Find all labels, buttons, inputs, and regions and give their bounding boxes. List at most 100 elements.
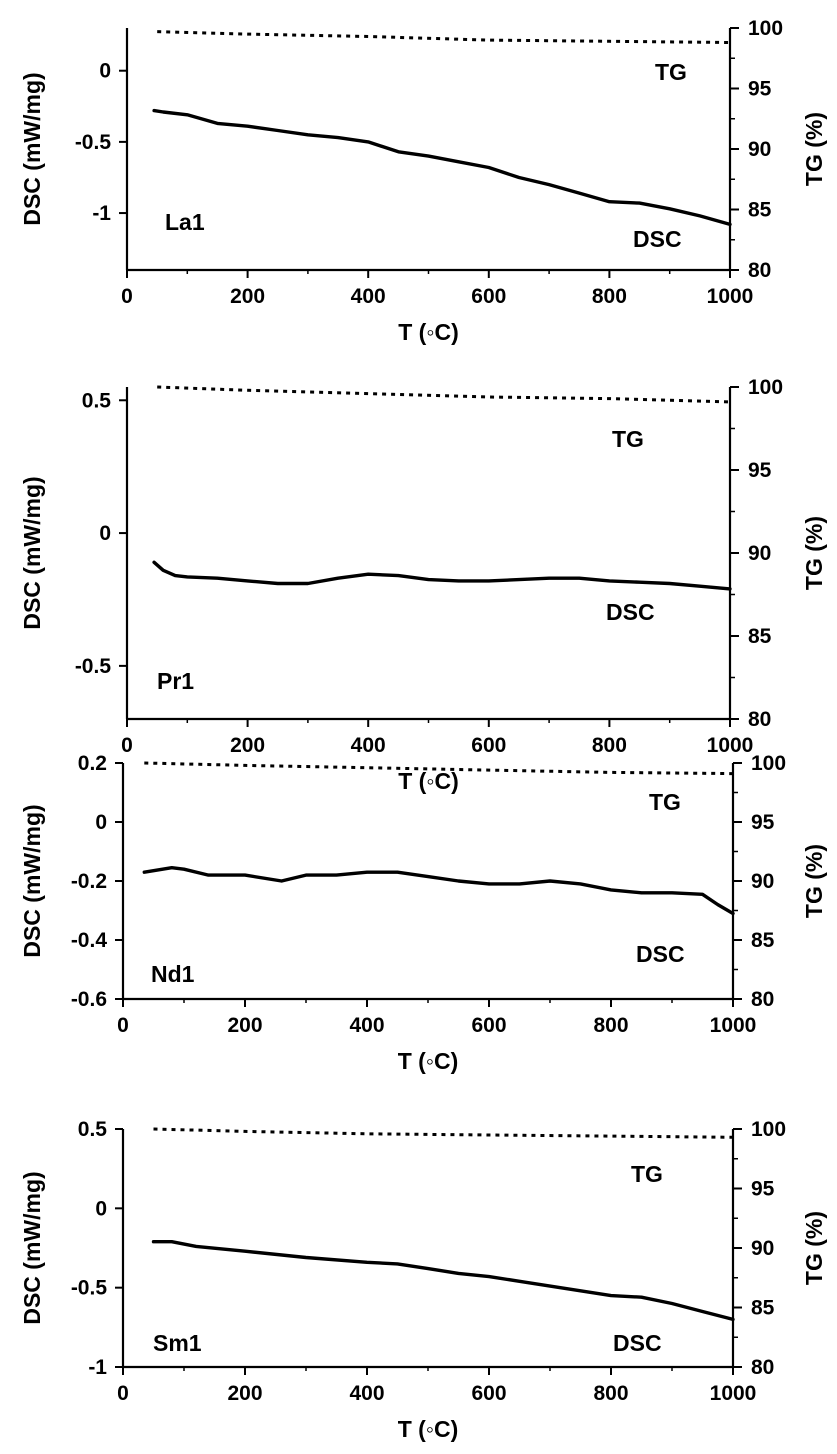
y-right-tick-label: 80 (751, 1356, 774, 1379)
series-tg-line (144, 761, 734, 776)
y-right-tick-label: 85 (748, 199, 772, 222)
x-tick-label: 0 (121, 734, 133, 757)
y-left-tick-label: 0 (99, 60, 111, 83)
x-tick-label: 400 (351, 734, 386, 757)
x-axis-title: T (◦C) (398, 319, 459, 345)
y-right-tick-label: 90 (748, 542, 771, 565)
series-dsc-label: DSC (613, 1330, 662, 1356)
y-right-tick-label: 80 (748, 259, 771, 282)
y-right-axis-title: TG (%) (801, 112, 827, 186)
chart-svg: 0 200 400 600 800 1000 -0.5 0 0.5 80 85 90 95 100 T (◦… (19, 376, 827, 794)
panel-nd1: 0 200 400 600 800 1000 -0.6 -0.4 -0.2 0 0.2 80 85 90 9… (0, 723, 837, 1089)
y-right-tick-label: 100 (748, 376, 783, 399)
x-tick-label: 400 (349, 1014, 384, 1037)
x-axis-title: T (◦C) (398, 1048, 459, 1074)
y-left-tick-label: -0.6 (71, 988, 107, 1011)
chart-svg: 0 200 400 600 800 1000 -0.6 -0.4 -0.2 0 0.2 80 85 90 9… (19, 752, 827, 1074)
x-tick-label: 200 (227, 1382, 262, 1405)
y-right-axis-title: TG (%) (801, 516, 827, 590)
y-left-tick-label: -0.4 (71, 929, 108, 952)
x-axis-title: T (◦C) (398, 1416, 459, 1442)
x-tick-label: 200 (227, 1014, 262, 1037)
y-left-tick-label: -0.5 (75, 131, 112, 154)
y-left-axis-title: DSC (mW/mg) (19, 476, 45, 629)
x-tick-label: 600 (471, 1382, 506, 1405)
y-left-tick-label: 0.5 (82, 389, 112, 412)
x-tick-label: 600 (471, 285, 506, 308)
y-left-tick-label: 0 (95, 811, 107, 834)
series-tg-line (153, 1127, 734, 1139)
x-tick-label: 1000 (707, 734, 754, 757)
series-dsc-label: DSC (606, 599, 655, 625)
series-tg-label: TG (655, 59, 687, 85)
series-dsc-line (142, 865, 735, 916)
y-right-tick-label: 85 (751, 1297, 775, 1320)
y-right-tick-label: 100 (751, 1118, 786, 1141)
y-right-axis-title: TG (%) (801, 1211, 827, 1285)
x-tick-label: 600 (471, 1014, 506, 1037)
series-dsc-line (152, 560, 732, 591)
series-dsc-line (151, 1239, 735, 1322)
y-left-tick-label: 0.5 (78, 1118, 108, 1141)
x-tick-label: 1000 (710, 1382, 757, 1405)
y-left-axis-title: DSC (mW/mg) (19, 72, 45, 225)
y-left-tick-label: 0.2 (78, 752, 107, 775)
y-right-tick-label: 85 (751, 929, 775, 952)
axes: 0 200 400 600 800 1000 -1 -0.5 0 0.5 80 85 90 95 100 (71, 1118, 786, 1405)
sample-label: La1 (165, 209, 205, 235)
x-tick-label: 0 (121, 285, 133, 308)
x-tick-label: 400 (349, 1382, 384, 1405)
series-tg-line (157, 385, 731, 404)
sample-label: Nd1 (151, 961, 195, 987)
y-right-tick-label: 100 (751, 752, 786, 775)
sample-label: Sm1 (153, 1330, 202, 1356)
y-left-axis-title: DSC (mW/mg) (19, 804, 45, 957)
y-left-tick-label: 0 (95, 1197, 107, 1220)
panel-sm1: 0 200 400 600 800 1000 -1 -0.5 0 0.5 80 85 90 95 100 T … (0, 1089, 837, 1454)
x-tick-label: 800 (593, 1382, 628, 1405)
panel-la1: 0 200 400 600 800 1000 -1 -0.5 0 80 85 90 95 100 T (◦C… (0, 0, 837, 360)
y-right-tick-label: 85 (748, 625, 772, 648)
y-right-tick-label: 95 (751, 1178, 775, 1201)
y-right-tick-label: 100 (748, 17, 783, 40)
y-left-tick-label: -0.5 (71, 1277, 108, 1300)
y-left-axis-title: DSC (mW/mg) (19, 1171, 45, 1324)
series-tg-label: TG (612, 426, 644, 452)
axes: 0 200 400 600 800 1000 -0.6 -0.4 -0.2 0 0.2 80 85 90 9… (71, 752, 786, 1037)
y-left-tick-label: -0.5 (75, 655, 112, 678)
x-tick-label: 1000 (707, 285, 754, 308)
y-right-tick-label: 95 (748, 78, 772, 101)
series-dsc-label: DSC (636, 941, 685, 967)
x-tick-label: 0 (117, 1382, 129, 1405)
x-tick-label: 800 (592, 285, 627, 308)
axes: 0 200 400 600 800 1000 -1 -0.5 0 80 85 90 95 100 (75, 17, 783, 308)
y-right-tick-label: 95 (748, 459, 772, 482)
y-right-tick-label: 95 (751, 811, 775, 834)
panel-pr1: 0 200 400 600 800 1000 -0.5 0 0.5 80 85 90 95 100 T (◦… (0, 360, 837, 794)
series-tg-label: TG (631, 1161, 663, 1187)
x-tick-label: 400 (351, 285, 386, 308)
chart-svg: 0 200 400 600 800 1000 -1 -0.5 0 0.5 80 85 90 95 100 T … (19, 1118, 827, 1442)
x-axis-title: T (◦C) (398, 768, 459, 794)
chart-svg: 0 200 400 600 800 1000 -1 -0.5 0 80 85 90 95 100 T (◦C… (19, 17, 827, 345)
x-tick-label: 800 (592, 734, 627, 757)
y-left-tick-label: -1 (92, 202, 111, 225)
x-tick-label: 200 (230, 734, 265, 757)
y-right-tick-label: 80 (751, 988, 774, 1011)
sample-label: Pr1 (157, 668, 194, 694)
series-dsc-line (152, 108, 732, 227)
y-left-tick-label: -0.2 (71, 870, 107, 893)
axes: 0 200 400 600 800 1000 -0.5 0 0.5 80 85 90 95 100 (75, 376, 783, 757)
y-right-axis-title: TG (%) (801, 844, 827, 918)
y-right-tick-label: 90 (751, 1237, 774, 1260)
y-right-tick-label: 90 (748, 138, 771, 161)
x-tick-label: 600 (471, 734, 506, 757)
series-tg-label: TG (649, 789, 681, 815)
y-left-tick-label: -1 (88, 1356, 107, 1379)
x-tick-label: 200 (230, 285, 265, 308)
x-tick-label: 800 (593, 1014, 628, 1037)
x-tick-label: 1000 (710, 1014, 757, 1037)
y-right-tick-label: 80 (748, 708, 771, 731)
y-left-tick-label: 0 (99, 522, 111, 545)
